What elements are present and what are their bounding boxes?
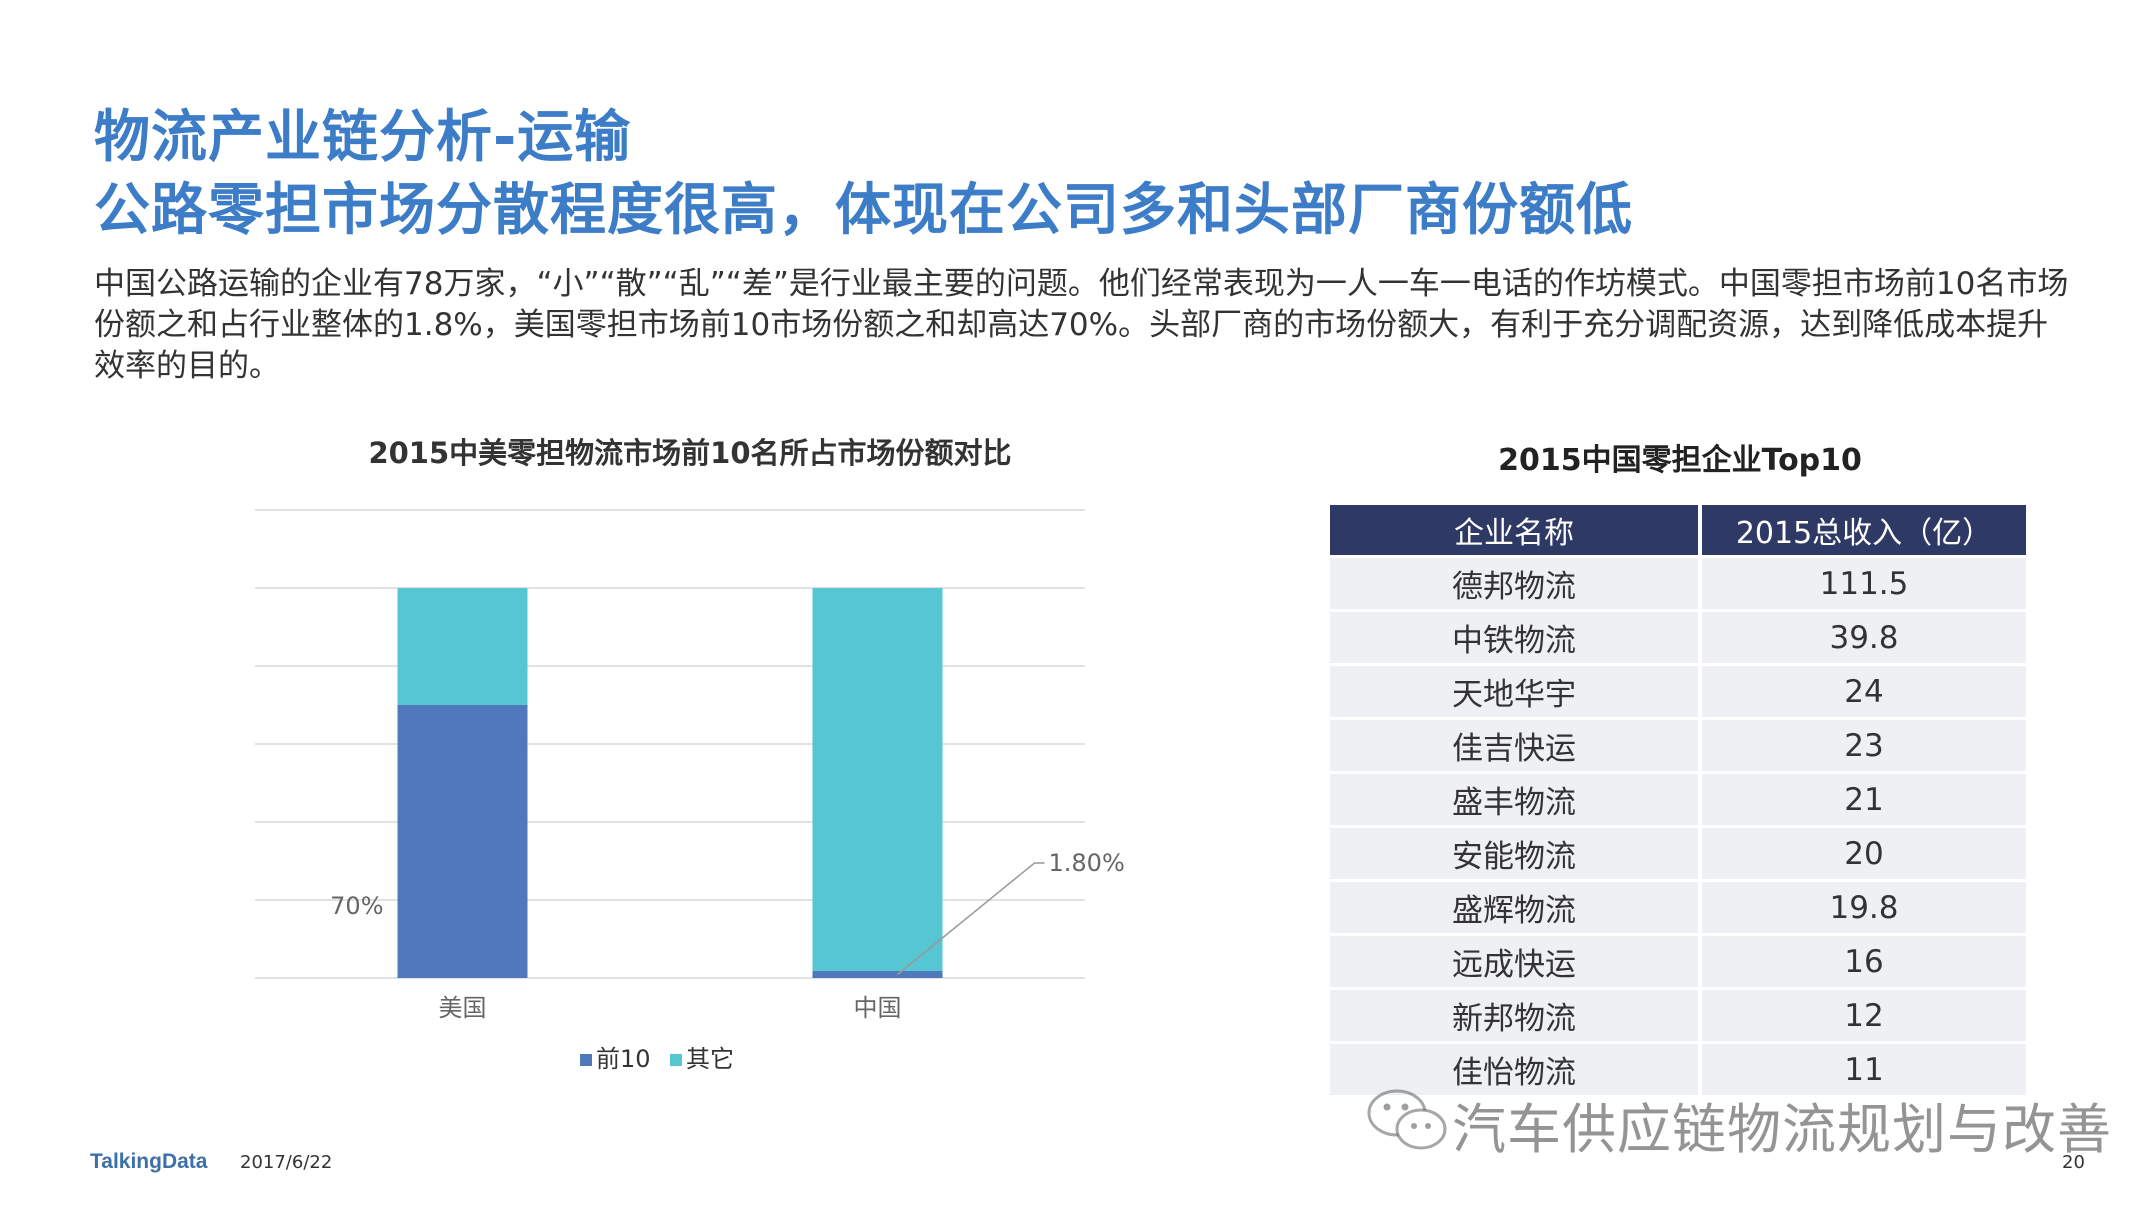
table-row: 新邦物流 12 [1330,990,2026,1041]
bar-other [397,588,528,705]
watermark-text: 汽车供应链物流规划与改善 [1452,1098,2112,1161]
revenue-cell: 11 [1702,1044,2026,1095]
company-cell: 安能物流 [1330,828,1702,879]
table-title: 2015中国零担企业Top10 [1498,443,1862,478]
chart-title: 2015中美零担物流市场前10名所占市场份额对比 [368,436,1012,470]
legend-label: 前10 [596,1045,651,1073]
company-cell: 盛丰物流 [1330,774,1702,825]
data-label-leader [897,862,1045,976]
revenue-cell: 19.8 [1702,882,2026,933]
revenue-cell: 24 [1702,666,2026,717]
revenue-cell: 16 [1702,936,2026,987]
table-row: 盛丰物流 21 [1330,774,2026,825]
data-label: 70% [330,892,383,920]
legend-swatch [580,1054,592,1066]
page-subtitle: 公路零担市场分散程度很高，体现在公司多和头部厂商份额低 [94,178,1633,243]
company-cell: 盛辉物流 [1330,882,1702,933]
bar-top10 [397,705,528,978]
table-header-row: 企业名称 2015总收入（亿） [1330,505,2026,555]
legend-label: 其它 [686,1045,734,1073]
x-tick-label: 美国 [439,994,487,1022]
revenue-cell: 20 [1702,828,2026,879]
page-title: 物流产业链分析-运输 [94,105,632,170]
brand-logo: TalkingData [90,1150,208,1173]
revenue-cell: 39.8 [1702,612,2026,663]
company-cell: 新邦物流 [1330,990,1702,1041]
table-row: 德邦物流 111.5 [1330,558,2026,609]
company-cell: 佳吉快运 [1330,720,1702,771]
data-label: 1.80% [1049,849,1125,877]
revenue-cell: 12 [1702,990,2026,1041]
column-header-revenue: 2015总收入（亿） [1702,505,2026,555]
legend-swatch [670,1054,682,1066]
intro-paragraph: 中国公路运输的企业有78万家，“小”“散”“乱”“差”是行业最主要的问题。他们经… [94,266,2069,384]
wechat-logo-icon [1367,1089,1447,1150]
company-cell: 中铁物流 [1330,612,1702,663]
market-share-chart: 美国 70% 中国 1.80% 前10 其它 [255,509,1125,1073]
x-tick-label: 中国 [854,994,902,1022]
table-row: 中铁物流 39.8 [1330,612,2026,663]
table-row: 远成快运 16 [1330,936,2026,987]
revenue-cell: 23 [1702,720,2026,771]
revenue-cell: 21 [1702,774,2026,825]
company-cell: 远成快运 [1330,936,1702,987]
company-cell: 佳怡物流 [1330,1044,1702,1095]
footer-date: 2017/6/22 [240,1152,333,1173]
column-header-company: 企业名称 [1330,505,1702,555]
company-cell: 德邦物流 [1330,558,1702,609]
company-cell: 天地华宇 [1330,666,1702,717]
table-row: 盛辉物流 19.8 [1330,882,2026,933]
bar-top10 [812,970,943,978]
table-row: 安能物流 20 [1330,828,2026,879]
revenue-cell: 111.5 [1702,558,2026,609]
table-row: 佳怡物流 11 [1330,1044,2026,1095]
table-row: 天地华宇 24 [1330,666,2026,717]
top10-table: 企业名称 2015总收入（亿） 德邦物流 111.5 中铁物流 39.8 天地华宇 2… [1330,502,2026,1098]
bar-other [812,588,943,971]
table-row: 佳吉快运 23 [1330,720,2026,771]
page-number: 20 [2062,1152,2085,1173]
